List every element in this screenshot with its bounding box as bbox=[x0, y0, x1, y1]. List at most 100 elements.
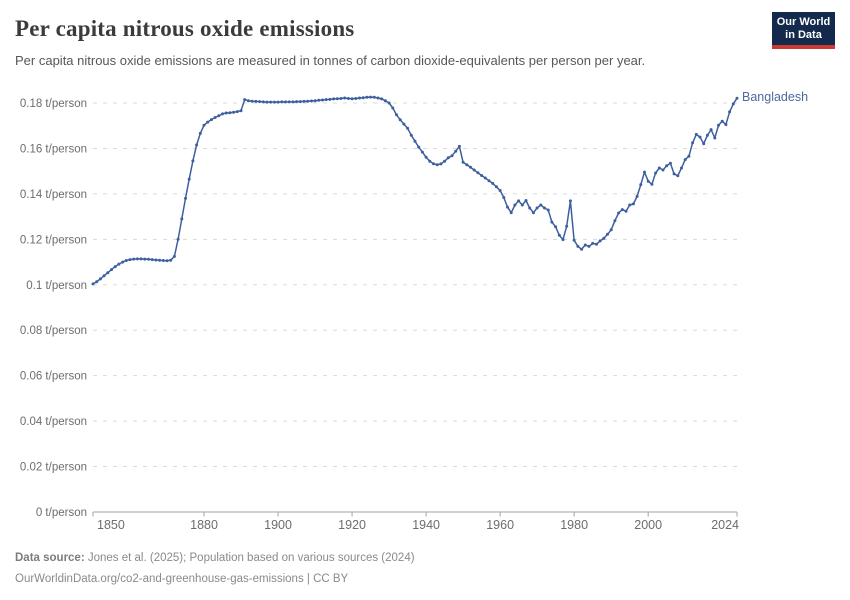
data-point[interactable] bbox=[217, 114, 221, 118]
data-point[interactable] bbox=[147, 257, 150, 261]
data-point[interactable] bbox=[391, 106, 395, 110]
data-point[interactable] bbox=[502, 196, 506, 199]
data-point[interactable] bbox=[113, 265, 117, 269]
data-point[interactable] bbox=[491, 181, 495, 185]
data-point[interactable] bbox=[387, 101, 391, 105]
data-point[interactable] bbox=[443, 159, 447, 163]
data-point[interactable] bbox=[580, 247, 584, 251]
data-point[interactable] bbox=[143, 257, 147, 261]
data-point[interactable] bbox=[272, 100, 276, 104]
data-point[interactable] bbox=[284, 100, 287, 104]
data-point[interactable] bbox=[457, 144, 461, 148]
data-point[interactable] bbox=[169, 258, 173, 262]
data-point[interactable] bbox=[350, 97, 354, 101]
data-point[interactable] bbox=[568, 199, 572, 203]
data-point[interactable] bbox=[361, 96, 365, 100]
data-point[interactable] bbox=[424, 155, 428, 159]
data-point[interactable] bbox=[643, 170, 646, 174]
data-point[interactable] bbox=[550, 220, 554, 224]
data-point[interactable] bbox=[713, 136, 717, 140]
data-point[interactable] bbox=[184, 196, 187, 200]
data-point[interactable] bbox=[339, 97, 343, 100]
data-point[interactable] bbox=[450, 154, 454, 158]
data-point[interactable] bbox=[687, 154, 691, 158]
data-point[interactable] bbox=[665, 164, 669, 168]
data-point[interactable] bbox=[91, 282, 95, 286]
data-point[interactable] bbox=[446, 156, 450, 160]
data-point[interactable] bbox=[639, 183, 643, 187]
data-point[interactable] bbox=[720, 119, 724, 123]
data-point[interactable] bbox=[187, 177, 191, 181]
data-point[interactable] bbox=[110, 268, 113, 272]
data-point[interactable] bbox=[520, 203, 524, 207]
data-point[interactable] bbox=[287, 100, 291, 104]
data-point[interactable] bbox=[609, 228, 613, 232]
data-point[interactable] bbox=[102, 274, 106, 278]
data-point[interactable] bbox=[572, 238, 576, 242]
data-point[interactable] bbox=[454, 149, 458, 153]
data-point[interactable] bbox=[258, 100, 262, 104]
data-point[interactable] bbox=[476, 171, 480, 175]
data-point[interactable] bbox=[606, 232, 609, 236]
data-point[interactable] bbox=[435, 163, 439, 167]
data-point[interactable] bbox=[195, 143, 199, 147]
data-point[interactable] bbox=[465, 163, 469, 167]
data-point[interactable] bbox=[254, 99, 258, 103]
data-point[interactable] bbox=[480, 174, 484, 177]
data-point[interactable] bbox=[213, 116, 217, 119]
data-point[interactable] bbox=[587, 244, 591, 248]
data-point[interactable] bbox=[524, 199, 528, 202]
data-point[interactable] bbox=[198, 131, 202, 135]
data-point[interactable] bbox=[428, 159, 432, 163]
owid-logo[interactable]: Our World in Data bbox=[772, 12, 835, 49]
data-point[interactable] bbox=[698, 135, 702, 139]
data-point[interactable] bbox=[150, 258, 154, 262]
data-point[interactable] bbox=[276, 100, 280, 104]
data-point[interactable] bbox=[180, 217, 184, 221]
data-point[interactable] bbox=[668, 161, 672, 165]
data-point[interactable] bbox=[250, 99, 254, 103]
data-point[interactable] bbox=[561, 238, 565, 242]
data-point[interactable] bbox=[135, 257, 139, 261]
data-point[interactable] bbox=[598, 239, 602, 243]
data-point[interactable] bbox=[528, 206, 532, 210]
data-point[interactable] bbox=[657, 166, 661, 170]
data-point[interactable] bbox=[128, 258, 132, 262]
data-point[interactable] bbox=[620, 208, 624, 212]
data-point[interactable] bbox=[354, 97, 358, 100]
data-point[interactable] bbox=[513, 203, 517, 207]
data-point[interactable] bbox=[535, 206, 539, 210]
data-point[interactable] bbox=[395, 113, 398, 117]
data-point[interactable] bbox=[228, 111, 232, 115]
data-point[interactable] bbox=[124, 259, 128, 262]
data-point[interactable] bbox=[654, 171, 658, 175]
data-point[interactable] bbox=[269, 100, 273, 104]
data-point[interactable] bbox=[439, 162, 443, 166]
data-point[interactable] bbox=[498, 189, 502, 192]
data-point[interactable] bbox=[469, 165, 472, 169]
data-point[interactable] bbox=[702, 142, 706, 146]
data-point[interactable] bbox=[583, 243, 587, 247]
data-point[interactable] bbox=[309, 99, 313, 103]
data-point[interactable] bbox=[369, 95, 373, 99]
data-point[interactable] bbox=[154, 258, 158, 262]
data-point[interactable] bbox=[172, 254, 176, 258]
data-point[interactable] bbox=[202, 123, 206, 127]
data-point[interactable] bbox=[106, 271, 110, 275]
data-point[interactable] bbox=[624, 209, 628, 213]
data-point[interactable] bbox=[261, 100, 265, 104]
data-point[interactable] bbox=[402, 122, 406, 126]
data-point[interactable] bbox=[676, 174, 680, 178]
data-point[interactable] bbox=[650, 182, 654, 186]
data-point[interactable] bbox=[709, 128, 713, 132]
data-point[interactable] bbox=[483, 176, 487, 180]
data-point[interactable] bbox=[509, 211, 513, 215]
data-point[interactable] bbox=[635, 194, 639, 198]
data-point[interactable] bbox=[139, 257, 143, 261]
data-point[interactable] bbox=[494, 185, 498, 189]
data-point[interactable] bbox=[324, 98, 328, 102]
data-point[interactable] bbox=[161, 259, 165, 262]
data-point[interactable] bbox=[221, 112, 224, 116]
data-point[interactable] bbox=[321, 98, 324, 102]
data-point[interactable] bbox=[406, 126, 410, 130]
